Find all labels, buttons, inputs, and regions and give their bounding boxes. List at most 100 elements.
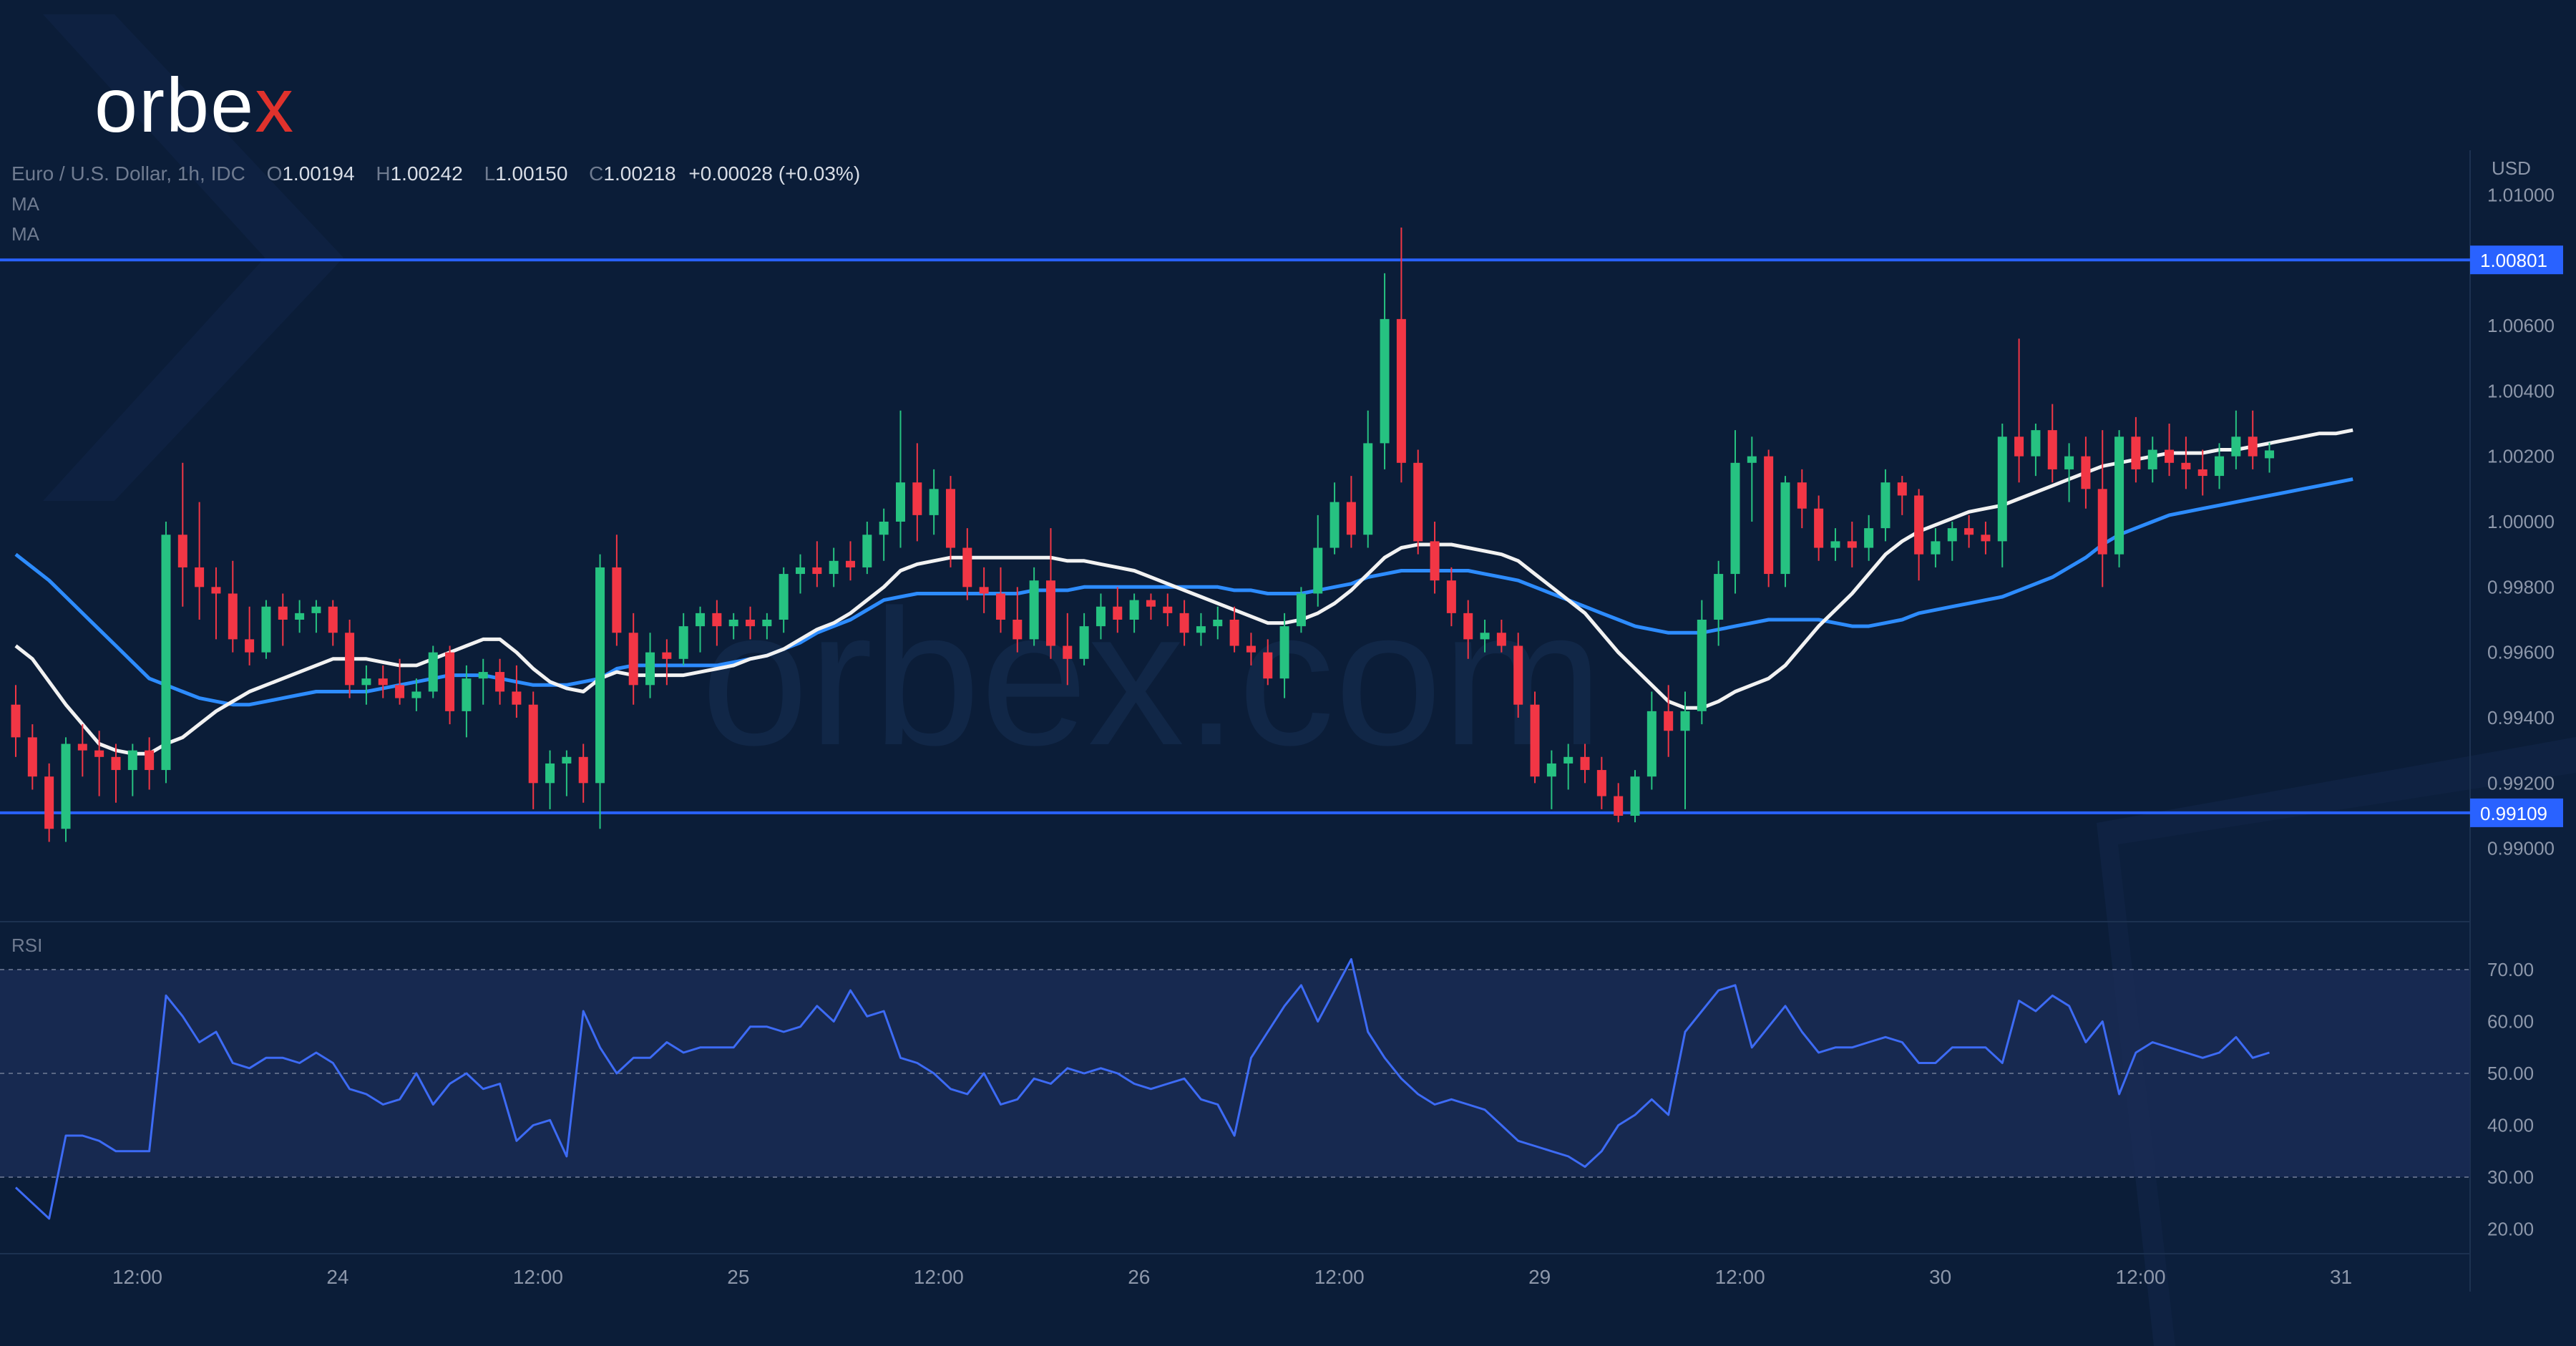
- candle-body: [1129, 600, 1139, 620]
- candle-body: [278, 606, 288, 620]
- candle: [111, 743, 121, 803]
- candle-body: [1380, 318, 1390, 444]
- candle-body: [696, 613, 706, 627]
- candle: [1596, 756, 1606, 809]
- candle: [1279, 613, 1289, 698]
- candle-body: [1830, 541, 1840, 548]
- symbol-label[interactable]: Euro / U.S. Dollar, 1h, IDC: [11, 162, 245, 185]
- candle-body: [111, 756, 121, 771]
- price-tick-label: 0.99000: [2487, 838, 2555, 859]
- ma-legend-2[interactable]: MA: [11, 223, 39, 245]
- candle-body: [2248, 437, 2258, 457]
- candle: [2047, 404, 2057, 483]
- rsi-band-fill: [0, 970, 2470, 1177]
- candle: [295, 600, 305, 633]
- candle-body: [445, 652, 455, 711]
- candle: [1513, 633, 1523, 718]
- candle: [2131, 416, 2141, 483]
- candle-body: [929, 489, 939, 515]
- candle-body: [1296, 593, 1306, 627]
- candle-body: [2147, 449, 2157, 469]
- candle-body: [1847, 541, 1857, 548]
- candle: [1981, 522, 1991, 555]
- candle: [929, 469, 939, 535]
- candle-body: [1797, 482, 1807, 509]
- level-price-tags: 1.00801 0.99109: [2470, 245, 2563, 827]
- rsi-axis[interactable]: 70.00 60.00 50.00 40.00 30.00 20.00: [2487, 959, 2534, 1240]
- candle-body: [1313, 547, 1323, 594]
- candle-body: [1113, 606, 1123, 620]
- candle-body: [912, 482, 922, 515]
- horizontal-levels[interactable]: [0, 258, 2470, 814]
- candle: [1446, 567, 1456, 627]
- candle-body: [578, 756, 588, 784]
- candle-body: [796, 567, 806, 575]
- level-tag-bg: [2470, 245, 2563, 275]
- candle: [945, 476, 955, 567]
- candle: [728, 613, 738, 640]
- candle: [1714, 560, 1724, 646]
- time-axis[interactable]: 12:00 24 12:00 25 12:00 26 12:00 29 12:00 30 12:00…: [112, 1266, 2352, 1288]
- time-tick-label: 12:00: [513, 1266, 563, 1288]
- candle: [812, 541, 822, 587]
- currency-label: USD: [2492, 157, 2531, 179]
- ma-white-line: [14, 428, 2353, 756]
- candle: [445, 645, 455, 725]
- candle: [562, 750, 572, 796]
- candle-body: [1029, 580, 1039, 640]
- candle: [1146, 593, 1156, 620]
- candle-body: [395, 685, 405, 698]
- close-value: 1.00218: [603, 162, 676, 185]
- candle-body: [177, 535, 187, 567]
- candle-body: [411, 691, 421, 698]
- rsi-indicator-label[interactable]: RSI: [11, 935, 43, 956]
- candle: [1380, 273, 1390, 469]
- time-tick-label: 25: [727, 1266, 749, 1288]
- price-tick-label: 1.00400: [2487, 380, 2555, 401]
- candle: [1179, 600, 1189, 646]
- candle-body: [1997, 437, 2007, 542]
- candle: [94, 731, 104, 796]
- price-axis[interactable]: 1.01000 1.00600 1.00400 1.00200 1.00000 0.998…: [2487, 184, 2555, 859]
- rsi-tick-label: 30.00: [2487, 1166, 2534, 1188]
- candle-body: [1079, 626, 1089, 659]
- candle: [1045, 528, 1055, 659]
- candle-body: [1229, 620, 1239, 646]
- time-tick-label: 12:00: [914, 1266, 964, 1288]
- candle-body: [1931, 541, 1941, 555]
- candle: [1830, 528, 1840, 561]
- candle: [2014, 338, 2024, 483]
- candle-body: [628, 633, 638, 686]
- candle: [1530, 691, 1540, 784]
- candle-body: [962, 547, 972, 587]
- candle: [678, 613, 688, 665]
- candle-body: [762, 620, 772, 627]
- candle-body: [1163, 606, 1173, 613]
- candle: [1780, 476, 1790, 587]
- candlesticks: [11, 228, 2275, 842]
- candle-body: [1430, 541, 1440, 581]
- candle-body: [1279, 626, 1289, 679]
- candle-body: [595, 567, 605, 784]
- price-tick-label: 0.99200: [2487, 772, 2555, 794]
- candle-body: [1045, 580, 1055, 646]
- candle-body: [979, 587, 989, 594]
- candle-body: [1413, 462, 1423, 542]
- candle-body: [2047, 430, 2057, 469]
- candle: [2064, 443, 2074, 502]
- candle: [411, 678, 421, 711]
- candle: [1229, 606, 1239, 653]
- candle-body: [1646, 711, 1657, 777]
- candle: [2114, 430, 2124, 567]
- candle-body: [27, 737, 37, 777]
- candle: [612, 535, 622, 646]
- candle-body: [1964, 528, 1974, 535]
- ma-legend-1[interactable]: MA: [11, 193, 39, 215]
- candle-body: [1864, 528, 1874, 548]
- candle-body: [1897, 482, 1907, 496]
- price-tick-label: 0.99600: [2487, 642, 2555, 663]
- candle-body: [2031, 430, 2041, 457]
- candle: [228, 560, 238, 653]
- candle-body: [829, 560, 839, 575]
